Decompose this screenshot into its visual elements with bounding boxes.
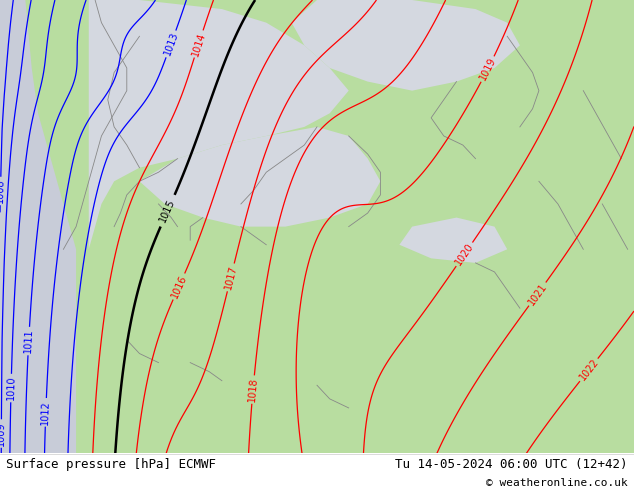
Text: 1013: 1013: [162, 31, 180, 57]
Text: 1015: 1015: [158, 197, 177, 224]
Text: Tu 14-05-2024 06:00 UTC (12+42): Tu 14-05-2024 06:00 UTC (12+42): [395, 458, 628, 471]
Text: 1008: 1008: [0, 179, 6, 203]
Text: 1017: 1017: [223, 264, 238, 291]
Text: Surface pressure [hPa] ECMWF: Surface pressure [hPa] ECMWF: [6, 458, 216, 471]
Text: 1021: 1021: [526, 281, 548, 307]
Polygon shape: [0, 0, 76, 453]
Polygon shape: [399, 218, 507, 263]
Text: © weatheronline.co.uk: © weatheronline.co.uk: [486, 478, 628, 488]
Text: 1016: 1016: [169, 273, 188, 300]
Polygon shape: [292, 0, 520, 91]
Text: 1009: 1009: [0, 421, 6, 446]
Text: 1012: 1012: [41, 400, 51, 425]
Polygon shape: [139, 127, 380, 226]
Polygon shape: [89, 0, 349, 249]
Text: 1022: 1022: [577, 357, 600, 383]
Text: 1010: 1010: [6, 376, 16, 400]
Text: 1018: 1018: [247, 377, 259, 402]
Text: 1011: 1011: [23, 329, 34, 354]
Text: 1014: 1014: [190, 31, 207, 57]
Text: 1020: 1020: [453, 242, 476, 268]
Text: 1019: 1019: [477, 56, 498, 82]
